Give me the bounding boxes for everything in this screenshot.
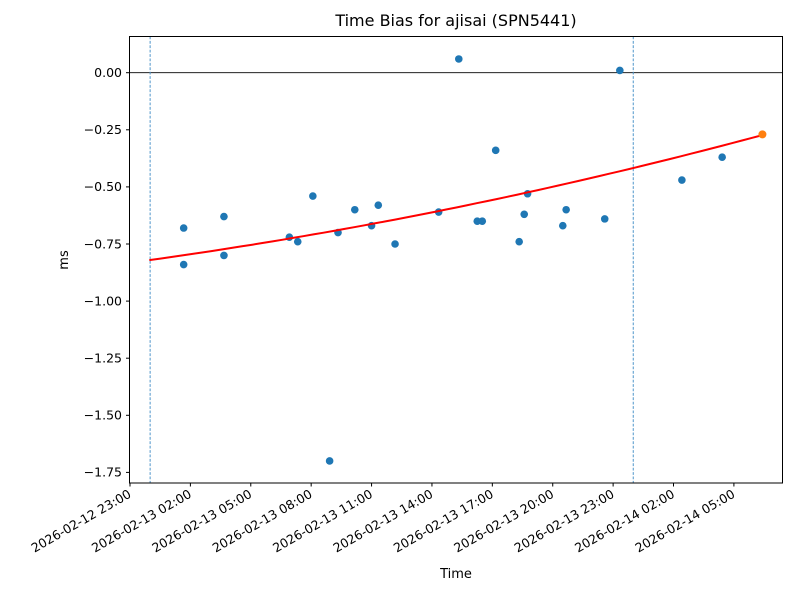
data-point — [374, 201, 383, 209]
x-tick-label: 2026-02-13 14:00 — [330, 486, 435, 555]
data-point — [293, 237, 302, 246]
highlight-point — [758, 130, 767, 139]
y-tick-label: −0.50 — [84, 179, 122, 194]
data-point — [220, 251, 228, 260]
data-point — [220, 212, 228, 221]
data-point — [391, 240, 399, 248]
y-tick-label: −1.75 — [84, 465, 122, 480]
data-point — [678, 176, 686, 184]
data-point — [520, 210, 529, 219]
data-point — [325, 457, 334, 465]
data-point — [558, 221, 567, 230]
data-point — [562, 205, 570, 214]
x-axis-label: Time — [439, 567, 472, 582]
x-tick-label: 2026-02-12 23:00 — [28, 486, 133, 555]
data-point — [179, 260, 188, 269]
axes-spines — [129, 36, 783, 484]
data-point — [350, 205, 359, 214]
x-tick-label: 2026-02-13 11:00 — [270, 486, 375, 555]
data-point — [616, 66, 624, 75]
x-tick-label: 2026-02-13 17:00 — [391, 486, 496, 555]
trend-fit-line — [149, 134, 764, 261]
y-tick-label: −1.00 — [84, 293, 122, 308]
x-tick-label: 2026-02-13 05:00 — [149, 486, 254, 555]
y-tick-label: −1.25 — [84, 351, 122, 366]
y-tick-label: 0.00 — [94, 65, 122, 80]
data-point — [491, 146, 500, 155]
data-point — [718, 153, 726, 162]
x-tick-label: 2026-02-13 08:00 — [210, 486, 315, 555]
x-tick-label: 2026-02-14 02:00 — [572, 486, 677, 555]
data-point — [478, 217, 487, 225]
y-tick-label: −1.50 — [84, 408, 122, 423]
data-point — [454, 55, 463, 63]
data-point — [515, 237, 523, 246]
data-point — [600, 215, 609, 223]
x-tick-label: 2026-02-14 05:00 — [632, 486, 737, 555]
y-tick-label: −0.75 — [84, 236, 122, 251]
data-point — [179, 224, 188, 232]
x-tick-label: 2026-02-13 20:00 — [451, 486, 556, 555]
data-point — [309, 192, 317, 200]
x-tick-label: 2026-02-13 23:00 — [512, 486, 617, 555]
chart-title: Time Bias for ajisai (SPN5441) — [334, 11, 576, 30]
x-tick-label: 2026-02-13 02:00 — [89, 486, 194, 555]
y-axis-label: ms — [57, 250, 72, 270]
plot-background — [129, 36, 783, 483]
y-tick-label: −0.25 — [84, 122, 122, 137]
